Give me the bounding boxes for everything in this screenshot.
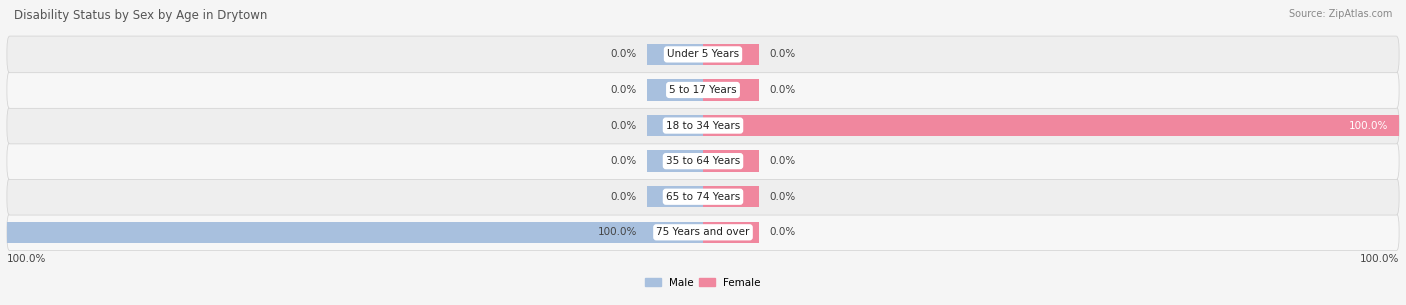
Bar bbox=[703, 115, 1399, 136]
Text: 0.0%: 0.0% bbox=[769, 85, 796, 95]
Text: 0.0%: 0.0% bbox=[610, 85, 637, 95]
Text: Source: ZipAtlas.com: Source: ZipAtlas.com bbox=[1288, 9, 1392, 19]
Text: 0.0%: 0.0% bbox=[610, 120, 637, 131]
FancyBboxPatch shape bbox=[7, 72, 1399, 108]
Legend: Male, Female: Male, Female bbox=[641, 274, 765, 292]
Text: 100.0%: 100.0% bbox=[598, 227, 637, 237]
Text: 100.0%: 100.0% bbox=[1360, 254, 1399, 264]
Text: Under 5 Years: Under 5 Years bbox=[666, 49, 740, 59]
Text: 0.0%: 0.0% bbox=[769, 156, 796, 166]
FancyBboxPatch shape bbox=[7, 143, 1399, 179]
Text: 0.0%: 0.0% bbox=[769, 192, 796, 202]
Bar bbox=[647, 115, 703, 136]
Text: 75 Years and over: 75 Years and over bbox=[657, 227, 749, 237]
Bar bbox=[703, 186, 759, 207]
Bar bbox=[703, 44, 759, 65]
Text: 0.0%: 0.0% bbox=[610, 156, 637, 166]
Text: 0.0%: 0.0% bbox=[769, 49, 796, 59]
Bar bbox=[647, 186, 703, 207]
FancyBboxPatch shape bbox=[7, 178, 1399, 215]
Bar bbox=[703, 115, 759, 136]
Bar bbox=[703, 150, 759, 172]
Text: 5 to 17 Years: 5 to 17 Years bbox=[669, 85, 737, 95]
Text: 35 to 64 Years: 35 to 64 Years bbox=[666, 156, 740, 166]
Bar bbox=[7, 222, 703, 243]
FancyBboxPatch shape bbox=[7, 36, 1399, 73]
Text: 100.0%: 100.0% bbox=[1350, 120, 1389, 131]
Bar bbox=[647, 222, 703, 243]
Text: 18 to 34 Years: 18 to 34 Years bbox=[666, 120, 740, 131]
Bar bbox=[647, 150, 703, 172]
Text: Disability Status by Sex by Age in Drytown: Disability Status by Sex by Age in Dryto… bbox=[14, 9, 267, 22]
Text: 65 to 74 Years: 65 to 74 Years bbox=[666, 192, 740, 202]
Bar bbox=[703, 222, 759, 243]
Text: 0.0%: 0.0% bbox=[610, 49, 637, 59]
Text: 0.0%: 0.0% bbox=[610, 192, 637, 202]
Bar bbox=[703, 79, 759, 101]
FancyBboxPatch shape bbox=[7, 214, 1399, 251]
Bar bbox=[647, 44, 703, 65]
Text: 100.0%: 100.0% bbox=[7, 254, 46, 264]
Text: 0.0%: 0.0% bbox=[769, 227, 796, 237]
Bar bbox=[647, 79, 703, 101]
FancyBboxPatch shape bbox=[7, 107, 1399, 144]
